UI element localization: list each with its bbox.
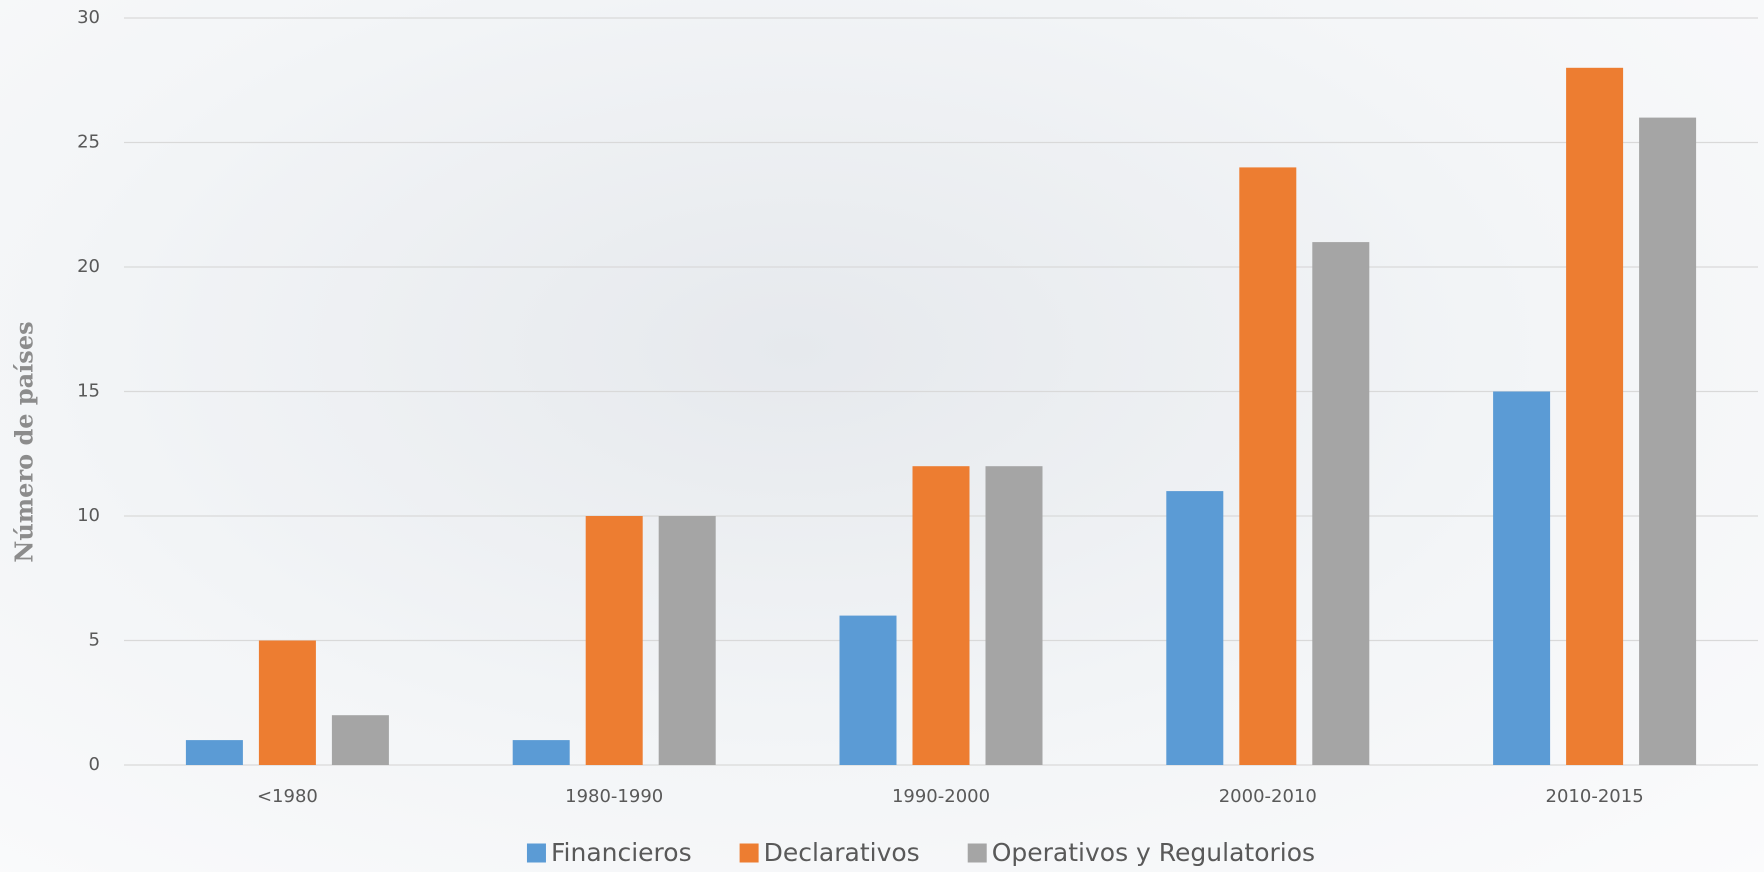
legend-label: Operativos y Regulatorios — [992, 838, 1315, 867]
chart: Número de países 0 5 10 15 20 25 30 <1980 1980-1… — [0, 0, 1764, 872]
legend-item: Financieros — [527, 838, 692, 867]
y-axis-label: Número de países — [10, 321, 39, 562]
bar — [513, 740, 570, 765]
legend-swatch — [740, 844, 759, 863]
y-tick-label: 20 — [77, 256, 100, 277]
bar — [1239, 167, 1296, 765]
bar — [1493, 392, 1550, 766]
y-tick-label: 15 — [77, 381, 100, 402]
bar — [1566, 68, 1623, 765]
bar — [259, 641, 316, 766]
legend-label: Financieros — [551, 838, 692, 867]
x-tick-label: <1980 — [257, 786, 318, 807]
bar — [840, 616, 897, 765]
bar — [986, 466, 1043, 765]
bar — [1639, 118, 1696, 765]
legend-item: Operativos y Regulatorios — [968, 838, 1315, 867]
legend-item: Declarativos — [740, 838, 920, 867]
bar — [332, 715, 389, 765]
x-tick-label: 1990-2000 — [892, 786, 990, 807]
bar — [659, 516, 716, 765]
y-tick-label: 5 — [89, 630, 100, 651]
legend-swatch — [968, 844, 987, 863]
legend-swatch — [527, 844, 546, 863]
bar — [1312, 242, 1369, 765]
y-tick-label: 0 — [89, 754, 100, 775]
bar — [913, 466, 970, 765]
y-tick-label: 25 — [77, 132, 100, 153]
x-tick-label: 1980-1990 — [565, 786, 663, 807]
y-tick-label: 10 — [77, 505, 100, 526]
bar — [1166, 491, 1223, 765]
x-tick-label: 2000-2010 — [1219, 786, 1317, 807]
y-tick-label: 30 — [77, 7, 100, 28]
x-tick-label: 2010-2015 — [1546, 786, 1644, 807]
legend-label: Declarativos — [764, 838, 920, 867]
bar — [186, 740, 243, 765]
bar — [586, 516, 643, 765]
